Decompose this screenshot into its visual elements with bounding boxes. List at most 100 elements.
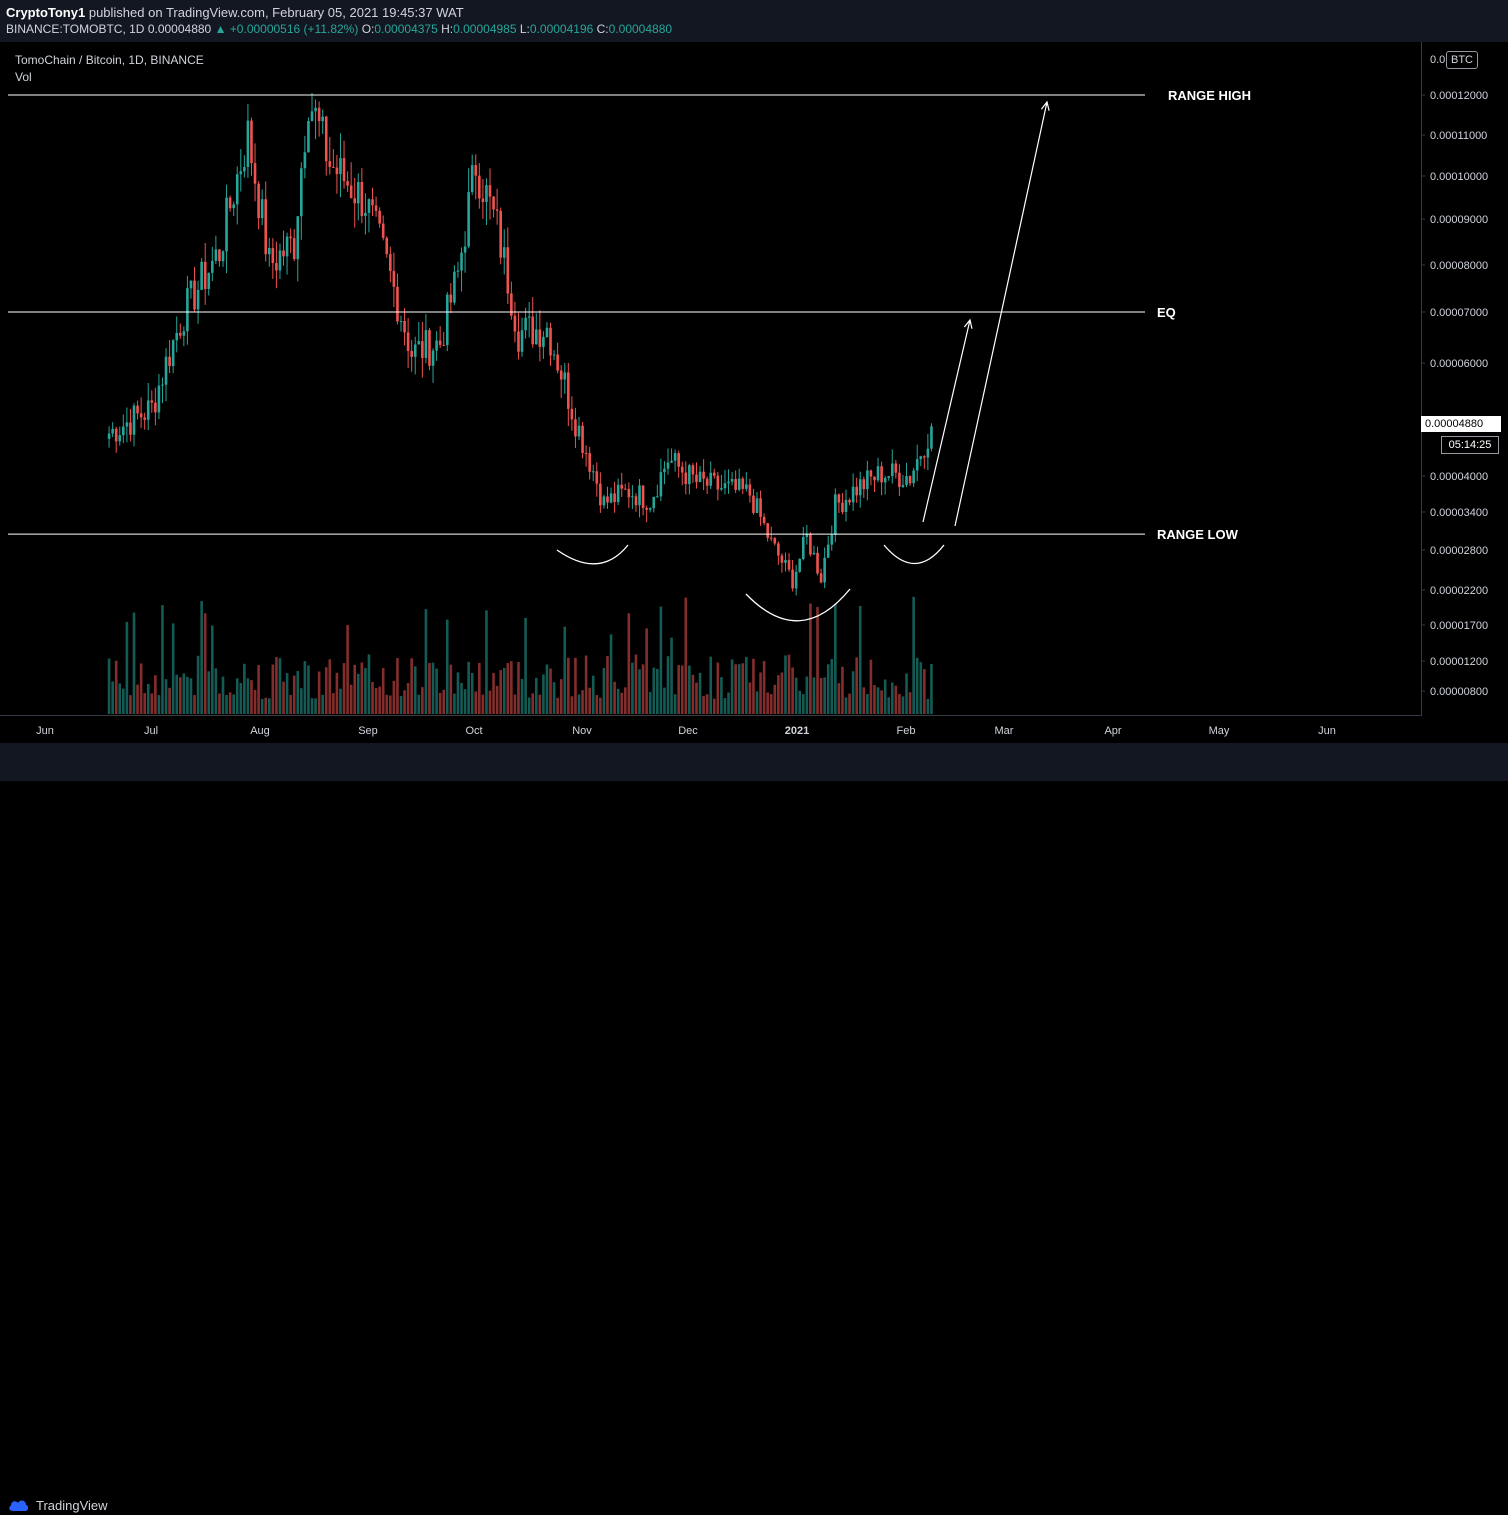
volume-bar — [129, 695, 132, 714]
price-tick-label: 0.00001700 — [1430, 620, 1488, 632]
price-tick-label: 0.00004000 — [1430, 471, 1488, 483]
candle-body — [410, 350, 413, 357]
candle-body — [221, 251, 225, 262]
candle-body — [805, 533, 809, 538]
candle-body — [435, 340, 438, 351]
candle-body — [869, 470, 873, 477]
volume-bar — [154, 675, 157, 714]
volume-bar — [631, 662, 634, 714]
candle-body — [923, 456, 926, 458]
volume-bar — [688, 665, 691, 714]
candle-body — [734, 479, 737, 490]
volume-bar — [278, 658, 282, 714]
volume-bar — [125, 621, 129, 714]
candle-body — [246, 120, 250, 168]
volume-bar — [499, 670, 502, 714]
candle-body — [527, 316, 531, 318]
volume-bar — [253, 689, 257, 714]
candle-body — [300, 168, 303, 217]
candle-body — [666, 462, 670, 469]
volume-bar — [389, 695, 392, 714]
volume-bar — [834, 604, 837, 714]
candle-body — [136, 405, 139, 414]
candle-body — [663, 468, 666, 473]
author-name[interactable]: CryptoTony1 — [6, 5, 86, 20]
candle-body — [353, 198, 357, 204]
candle-body — [680, 466, 684, 473]
volume-bar — [883, 679, 887, 714]
time-tick-label: Oct — [465, 725, 482, 737]
candle-body — [506, 247, 510, 294]
candle-body — [584, 452, 588, 454]
volume-bar — [193, 695, 196, 714]
volume-bar — [424, 609, 428, 714]
candle-body — [385, 237, 389, 255]
candle-body — [328, 161, 332, 167]
volume-bar — [680, 665, 684, 714]
chart-pane[interactable] — [0, 42, 1422, 715]
footer: TradingView — [0, 743, 1508, 1513]
candle-body — [442, 344, 446, 346]
candle-body — [880, 466, 883, 483]
candle-body — [652, 496, 656, 509]
volume-bar — [698, 672, 702, 714]
volume-bar — [328, 659, 332, 714]
candle-body — [631, 496, 634, 498]
candle-body — [684, 472, 688, 485]
volume-bar — [577, 694, 581, 714]
volume-bar — [581, 690, 584, 714]
candle-body — [709, 472, 713, 486]
volume-bar — [267, 698, 271, 714]
currency-badge[interactable]: BTC — [1446, 51, 1478, 69]
volume-bar — [378, 686, 381, 714]
candle-body — [844, 499, 848, 513]
candle-body — [356, 182, 360, 204]
volume-bar — [114, 660, 118, 714]
candle-body — [478, 175, 481, 199]
volume-bar — [666, 656, 670, 714]
candle-body — [741, 478, 745, 489]
candle-body — [887, 476, 891, 478]
volume-bar — [673, 694, 677, 714]
volume-bar — [837, 683, 841, 714]
candle-body — [186, 288, 189, 332]
volume-bar — [232, 694, 235, 714]
candle-body — [203, 261, 207, 289]
candle-body — [474, 165, 478, 176]
price-tick-label: 0.00002800 — [1430, 545, 1488, 557]
volume-bar — [816, 607, 819, 714]
candle-body — [122, 426, 125, 436]
arrow-to-range-high-head — [1040, 100, 1050, 111]
price-axis[interactable] — [1421, 42, 1508, 715]
candle-body — [691, 465, 695, 475]
bottom-curve-feb — [883, 544, 945, 565]
volume-bar — [317, 671, 321, 714]
level-label: RANGE LOW — [1157, 527, 1239, 542]
volume-bar — [221, 676, 225, 714]
volume-legend[interactable]: Vol — [15, 70, 32, 84]
candle-body — [780, 555, 784, 563]
candle-body — [538, 329, 542, 347]
volume-bar — [638, 669, 641, 714]
chart-canvas: 0.00012000 0.00011000 0.00010000 0.00009000… — [8, 54, 1488, 737]
volume-bar — [841, 666, 844, 714]
candle-body — [602, 496, 606, 506]
chart-legend-title[interactable]: TomoChain / Bitcoin, 1D, BINANCE — [15, 53, 204, 67]
time-axis[interactable] — [0, 715, 1422, 744]
candle-body — [360, 182, 364, 216]
candle-body — [716, 475, 720, 490]
tradingview-logo[interactable]: TradingView — [8, 1495, 108, 1515]
volume-bar — [634, 654, 638, 714]
candle-body — [182, 331, 186, 336]
candle-body — [168, 356, 171, 367]
candle-body — [890, 463, 894, 477]
volume-bar — [894, 685, 898, 714]
price-tick-label: 0.00008000 — [1430, 260, 1488, 272]
volume-bar — [538, 694, 542, 714]
candle-body — [392, 270, 396, 287]
high-label: H: — [441, 22, 454, 36]
volume-bar — [549, 668, 552, 714]
volume-bar — [709, 656, 713, 714]
candle-body — [837, 494, 841, 503]
volume-bar — [406, 683, 410, 714]
